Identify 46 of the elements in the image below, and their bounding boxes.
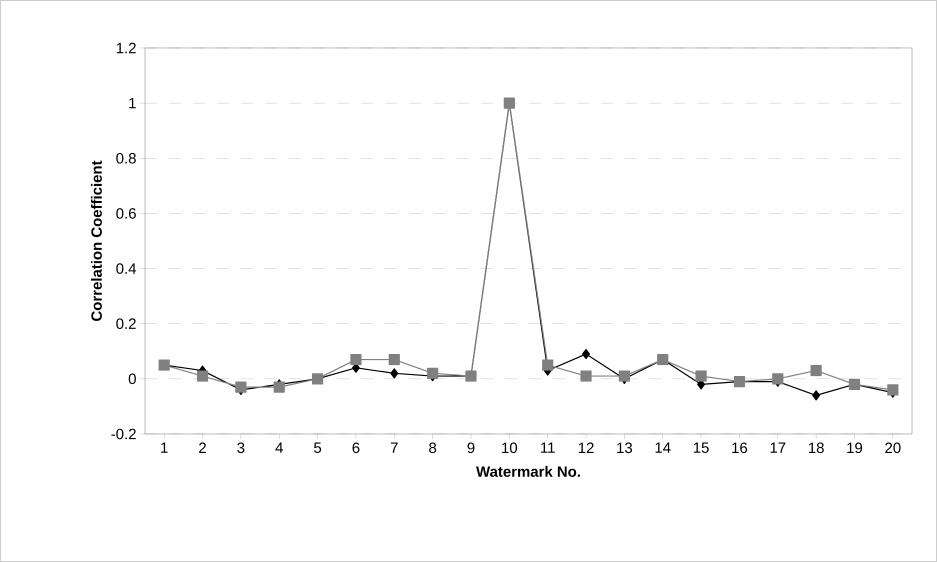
x-tick-label: 18 <box>808 442 824 454</box>
point <box>542 359 554 371</box>
point <box>427 368 438 379</box>
y-tick-label: -0.2 <box>111 428 136 440</box>
x-tick-label: 12 <box>578 442 594 453</box>
point <box>350 354 362 366</box>
x-tick-label: 15 <box>694 442 709 453</box>
x-tick-label: 4 <box>275 442 283 453</box>
point <box>274 382 285 393</box>
x-tick-label: 1 <box>161 442 168 453</box>
point <box>812 390 820 400</box>
x-tick-label: 3 <box>237 442 244 454</box>
x-tick-label: 11 <box>541 442 555 453</box>
y-tick-label: 0.4 <box>116 263 136 274</box>
x-tick-label: 14 <box>656 442 671 453</box>
x-tick-label: 8 <box>429 442 436 454</box>
y-tick-label: 1 <box>129 98 136 108</box>
x-tick-label: 6 <box>352 442 360 454</box>
y-tick-label: 0 <box>128 374 136 384</box>
x-tick-label: 19 <box>847 442 862 454</box>
y-tick-label: 0.6 <box>116 208 136 219</box>
y-tick-label: 0.2 <box>116 318 136 329</box>
x-tick-label: 2 <box>199 442 206 453</box>
point <box>580 370 592 382</box>
point <box>695 370 707 382</box>
point <box>582 348 590 360</box>
point <box>810 364 822 376</box>
x-tick-label: 10 <box>502 442 518 454</box>
y-tick-label: 0.8 <box>116 152 136 164</box>
x-tick-label: 16 <box>732 442 748 454</box>
point <box>887 384 898 396</box>
x-tick-label: 17 <box>770 442 786 453</box>
x-axis-title: Watermark No. <box>476 466 580 477</box>
point <box>618 370 630 382</box>
x-tick-label: 13 <box>617 442 632 454</box>
point <box>388 354 400 366</box>
point <box>235 382 246 393</box>
point <box>196 370 208 382</box>
x-tick-label: 9 <box>468 442 474 454</box>
x-tick-label: 5 <box>314 442 322 453</box>
y-tick-label: 1.2 <box>116 42 136 54</box>
point <box>390 368 398 378</box>
y-axis-title: Correlation Coefficient <box>90 160 102 321</box>
point <box>772 373 784 384</box>
x-tick-label: 7 <box>390 442 398 453</box>
x-tick-label: 20 <box>885 442 901 454</box>
